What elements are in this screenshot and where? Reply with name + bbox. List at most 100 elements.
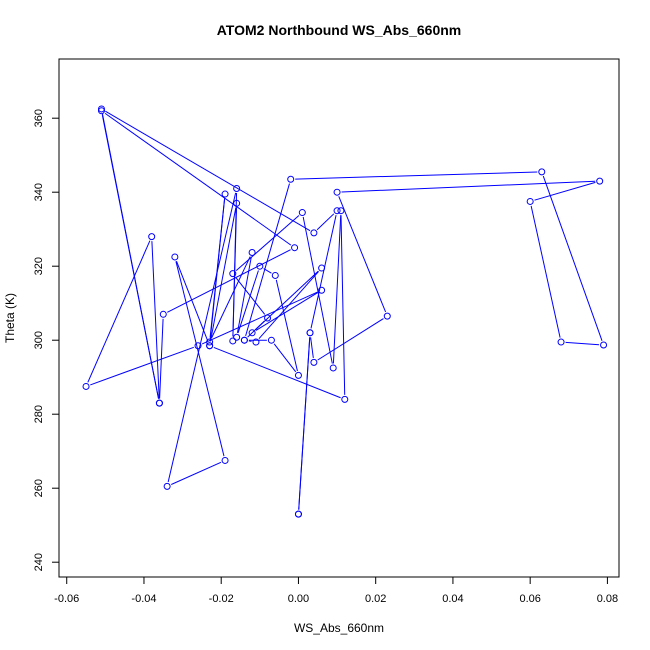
x-axis: -0.06 -0.04 -0.02 0.00 0.02 0.04 0.06 0.08 [54, 576, 618, 605]
series-segment [171, 461, 222, 485]
data-point [252, 338, 260, 346]
x-tick-label: -0.02 [209, 593, 234, 605]
series-segment [298, 337, 311, 510]
data-point [171, 253, 179, 261]
series-segment [340, 215, 346, 395]
series-segment [235, 215, 300, 272]
data-point [337, 207, 345, 215]
y-axis: 240 260 280 300 320 340 360 [33, 109, 60, 571]
series-segment [232, 192, 238, 337]
series-segment [101, 113, 160, 399]
x-tick-label: 0.04 [442, 593, 463, 605]
data-point [318, 286, 326, 294]
series-segment [87, 240, 151, 383]
data-point [229, 270, 237, 278]
series-segment [159, 318, 164, 399]
y-tick-label: 320 [33, 257, 45, 275]
data-point [240, 336, 248, 344]
y-tick-label: 360 [33, 109, 45, 127]
series-segment [341, 180, 596, 193]
series-segment [310, 337, 314, 359]
x-tick-label: 0.06 [519, 593, 540, 605]
series-segment [565, 341, 600, 346]
data-point [229, 337, 237, 345]
series-segment [167, 249, 291, 313]
data-point [206, 338, 214, 346]
series-segment [295, 171, 538, 180]
y-tick-label: 280 [33, 405, 45, 423]
series-segment [236, 256, 252, 333]
x-tick-label: 0.08 [597, 593, 618, 605]
data-point [233, 185, 241, 192]
data-point [155, 399, 163, 407]
data-point [383, 312, 391, 320]
series-segment [201, 291, 318, 345]
y-tick-label: 300 [33, 331, 45, 349]
y-axis-label: Theta (K) [3, 293, 17, 343]
series-segment [235, 276, 266, 315]
data-point [148, 233, 156, 241]
y-tick-label: 260 [33, 479, 45, 497]
data-point [271, 271, 279, 279]
y-tick-label: 240 [33, 553, 45, 571]
data-point [329, 364, 337, 372]
data-point [194, 342, 202, 350]
x-tick-label: -0.06 [54, 593, 79, 605]
x-tick-label: -0.04 [131, 593, 156, 605]
series-segment [534, 181, 596, 201]
series-segment [151, 241, 160, 399]
series-segment [273, 343, 297, 373]
data-point [298, 209, 306, 217]
series-segment [90, 346, 194, 386]
y-tick-label: 340 [33, 183, 45, 201]
data-point [221, 190, 229, 198]
data-point [306, 329, 314, 337]
series-segment [302, 216, 333, 364]
data-point [538, 168, 546, 176]
data-point [267, 336, 275, 344]
data-point [97, 105, 105, 113]
series-segment [310, 214, 337, 329]
data-point [264, 314, 272, 322]
chart-title: ATOM2 Northbound WS_Abs_660nm [217, 22, 462, 38]
data-point [82, 382, 90, 390]
data-point [163, 482, 171, 490]
series-segment [245, 183, 290, 337]
series-segment [105, 110, 311, 232]
series-segment [316, 213, 335, 231]
series-segment [213, 346, 341, 399]
data-point [206, 342, 214, 350]
series-segment [275, 279, 298, 372]
series-segment [209, 207, 237, 342]
series-segment [104, 112, 292, 246]
series-segment [255, 292, 319, 331]
series-segment [338, 196, 387, 313]
data-point [256, 262, 264, 270]
series-layer [82, 105, 608, 518]
series-segment [263, 268, 272, 274]
series-segment [317, 318, 384, 361]
data-point [596, 177, 604, 185]
series-segment [211, 256, 251, 339]
data-point [310, 229, 318, 237]
series-segment [176, 260, 209, 342]
series-segment [255, 270, 319, 331]
data-point [318, 264, 326, 272]
data-point [233, 199, 241, 207]
x-tick-label: 0.02 [365, 593, 386, 605]
series-segment [530, 205, 561, 338]
series-segment [332, 215, 342, 364]
data-point [248, 249, 256, 257]
data-point [333, 207, 341, 215]
series-segment [167, 192, 237, 483]
data-point [341, 395, 349, 403]
x-tick-label: 0.00 [288, 593, 309, 605]
data-point [287, 175, 295, 183]
data-point [294, 371, 302, 379]
data-point [333, 188, 341, 196]
data-point [97, 107, 105, 115]
data-point [291, 244, 299, 252]
data-point [310, 358, 318, 366]
data-point [248, 329, 256, 337]
